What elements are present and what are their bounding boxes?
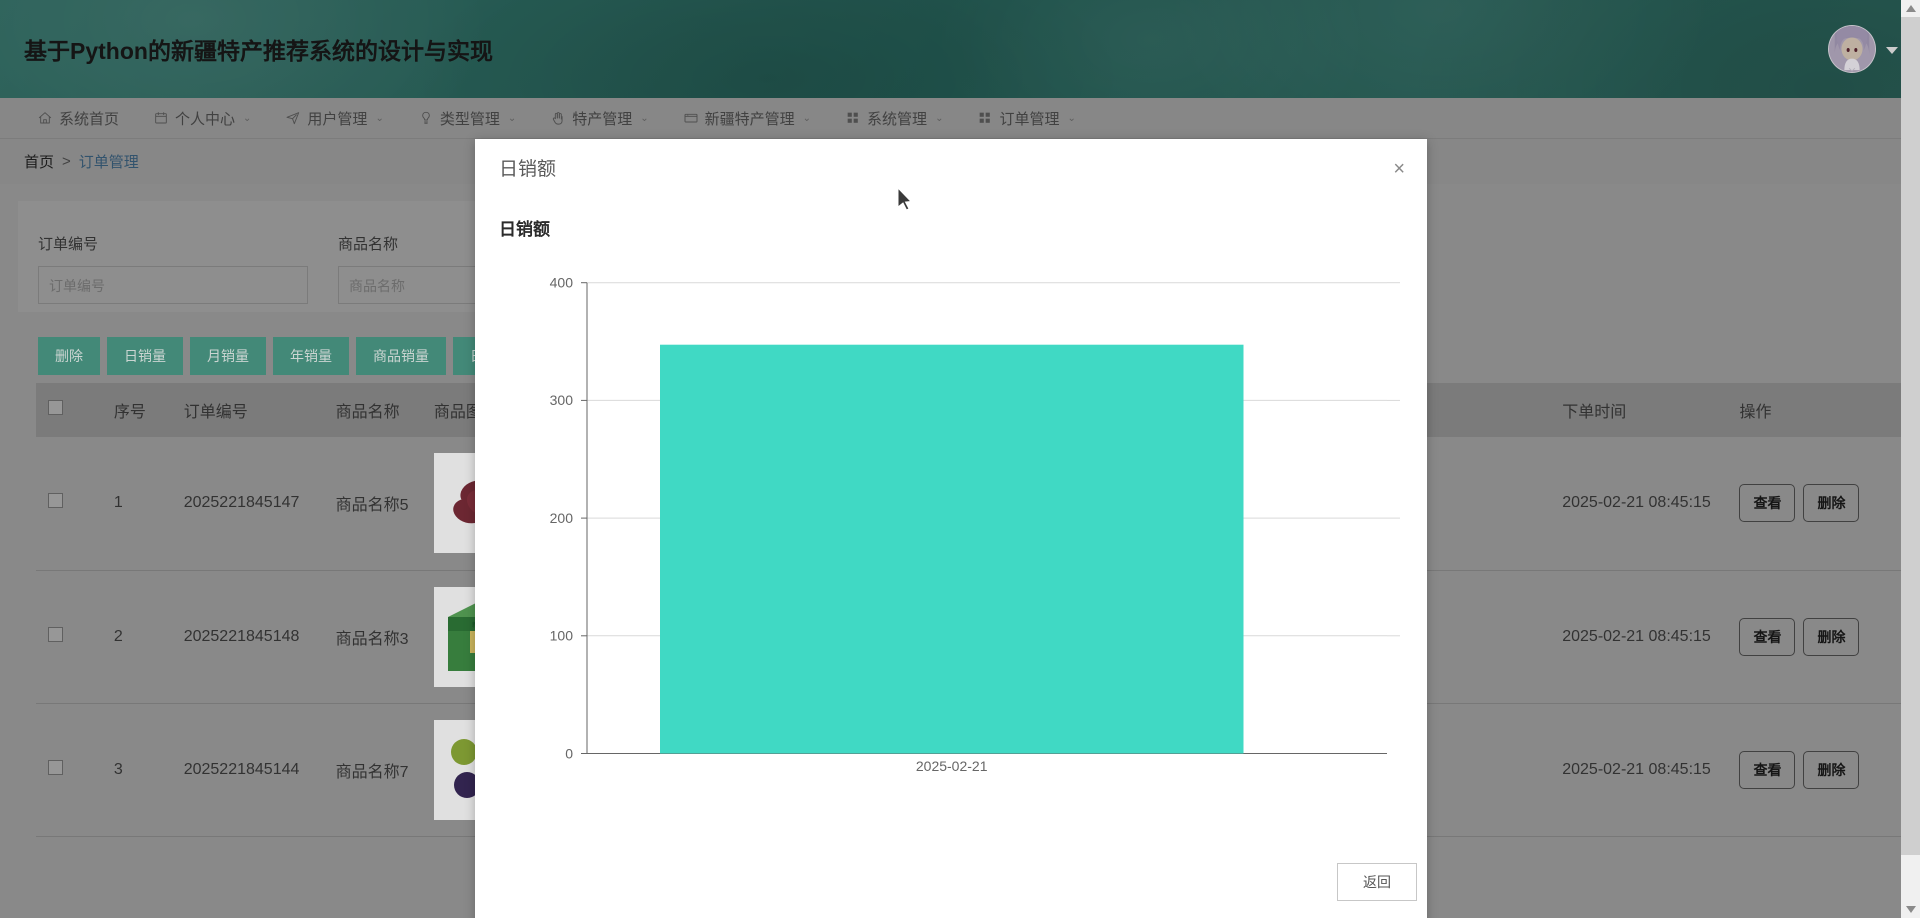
svg-text:2025-02-21: 2025-02-21: [916, 758, 988, 774]
svg-text:100: 100: [550, 628, 574, 644]
svg-text:300: 300: [550, 392, 574, 408]
svg-text:200: 200: [550, 510, 574, 526]
svg-text:0: 0: [565, 745, 573, 761]
svg-text:400: 400: [550, 275, 574, 291]
